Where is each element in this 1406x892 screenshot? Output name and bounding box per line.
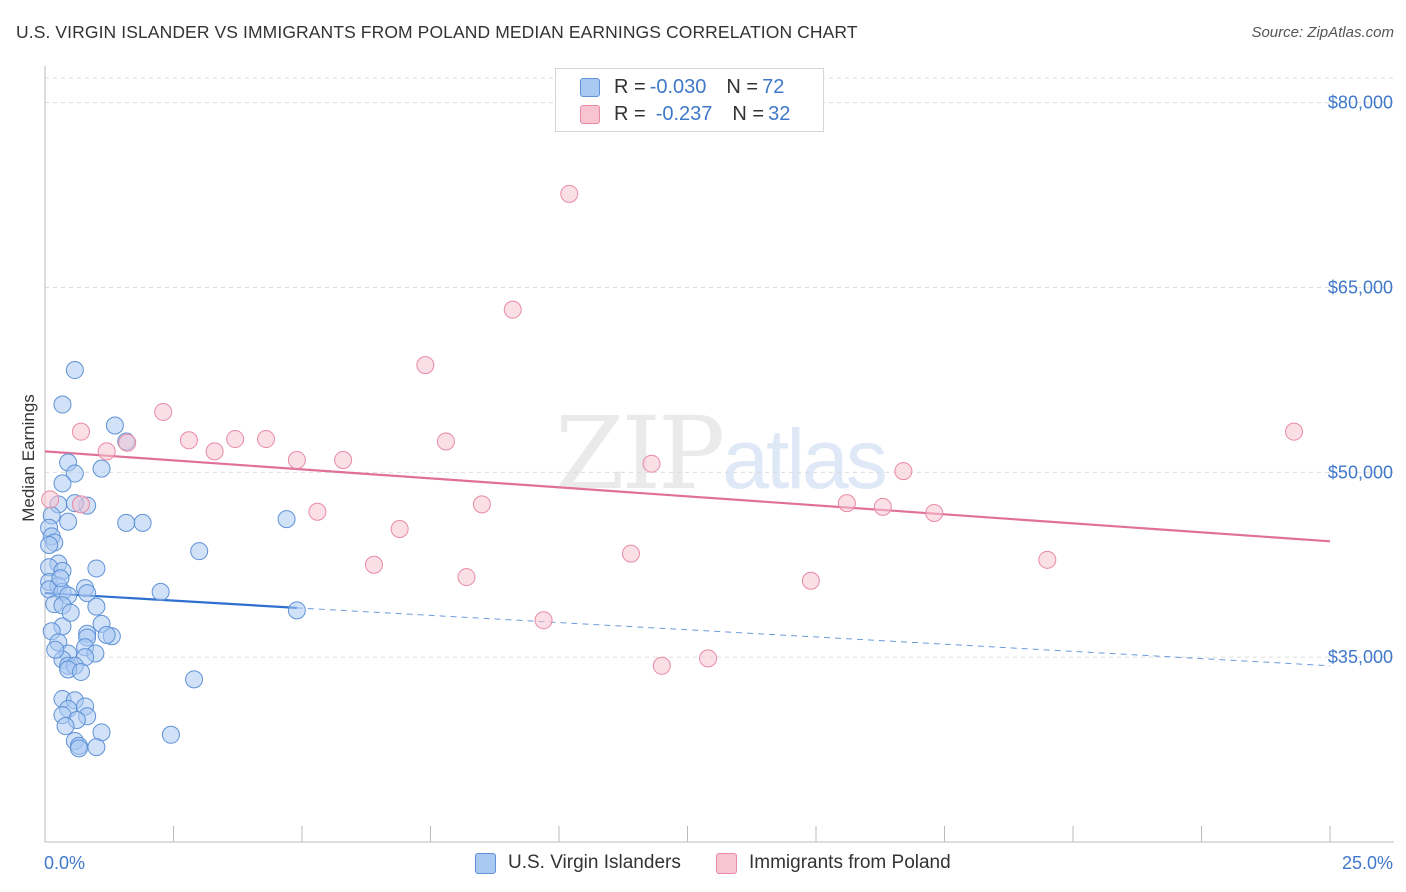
point-virgin-islanders (53, 395, 72, 414)
point-virgin-islanders (105, 416, 124, 435)
legend-swatch-poland (716, 852, 737, 874)
point-virgin-islanders (51, 569, 70, 588)
legend-swatch-virgin-islanders (580, 77, 600, 97)
point-virgin-islanders (53, 474, 72, 493)
data-points (40, 184, 1304, 758)
trend-lines (44, 450, 1331, 667)
point-poland (534, 611, 553, 630)
axis-labels: $35,000 $50,000 $65,000 $80,000 0.0% 25.0% Med… (19, 93, 1393, 873)
r-value: -0.237 (655, 102, 713, 125)
n-value: 32 (768, 102, 791, 125)
point-virgin-islanders (78, 584, 97, 603)
chart-title: U.S. VIRGIN ISLANDER VS IMMIGRANTS FROM … (16, 22, 858, 42)
legend-swatch-virgin-islanders (475, 852, 496, 874)
trend-line-virgin-islanders-extension (296, 607, 1331, 667)
point-virgin-islanders (287, 601, 306, 620)
point-poland (436, 432, 455, 451)
point-poland (1038, 550, 1057, 569)
stats-row-poland: R = -0.237 N = 32 (580, 103, 790, 125)
point-virgin-islanders (185, 670, 204, 689)
point-virgin-islanders (71, 662, 90, 681)
n-label: N = (732, 102, 765, 125)
point-poland (226, 430, 245, 449)
point-poland (97, 442, 116, 461)
chart-source: Source: ZipAtlas.com (1251, 24, 1394, 41)
point-poland (925, 503, 944, 522)
point-poland (71, 495, 90, 514)
point-virgin-islanders (65, 464, 84, 483)
point-poland (621, 544, 640, 563)
n-label: N = (726, 75, 759, 98)
point-poland (560, 184, 579, 203)
point-poland (41, 490, 60, 509)
point-poland (71, 422, 90, 441)
point-poland (257, 430, 276, 449)
series-legend: U.S. Virgin Islanders Immigrants from Po… (0, 852, 1406, 878)
point-virgin-islanders (87, 559, 106, 578)
point-virgin-islanders (46, 640, 65, 659)
point-virgin-islanders (69, 739, 88, 758)
axes (44, 66, 1394, 843)
point-virgin-islanders (59, 512, 78, 531)
point-poland (642, 454, 661, 473)
point-poland (390, 520, 409, 539)
point-virgin-islanders (92, 459, 111, 478)
point-virgin-islanders (161, 725, 180, 744)
legend-label-virgin-islanders: U.S. Virgin Islanders (508, 852, 681, 873)
watermark-atlas: atlas (722, 412, 887, 506)
point-virgin-islanders (97, 625, 116, 644)
y-tick-label: $80,000 (1328, 93, 1393, 113)
point-virgin-islanders (40, 536, 59, 555)
point-poland (179, 431, 198, 450)
point-poland (472, 495, 491, 514)
point-virgin-islanders (56, 717, 75, 736)
y-tick-label: $65,000 (1328, 277, 1393, 297)
point-poland (205, 442, 224, 461)
point-poland (457, 568, 476, 587)
point-poland (652, 656, 671, 675)
legend-swatch-poland (580, 104, 600, 124)
point-poland (334, 451, 353, 469)
point-poland (699, 649, 718, 668)
point-poland (154, 402, 173, 421)
stats-legend: R = -0.030 N = 72 R = -0.237 N = 32 (555, 68, 824, 132)
point-poland (503, 300, 522, 319)
r-label: R = (614, 75, 646, 98)
point-poland (416, 356, 435, 375)
point-poland (364, 555, 383, 574)
stats-row-virgin-islanders: R = -0.030 N = 72 (580, 76, 784, 98)
point-poland (837, 494, 856, 513)
point-poland (894, 462, 913, 481)
point-virgin-islanders (87, 738, 106, 757)
point-virgin-islanders (133, 513, 152, 532)
point-virgin-islanders (117, 513, 136, 532)
point-poland (801, 571, 820, 590)
y-axis-title: Median Earnings (19, 394, 38, 522)
point-virgin-islanders (87, 597, 106, 616)
n-value: 72 (762, 75, 785, 98)
point-virgin-islanders (65, 361, 84, 380)
legend-item-poland[interactable]: Immigrants from Poland (716, 852, 951, 874)
legend-label-poland: Immigrants from Poland (749, 852, 951, 873)
point-poland (1285, 422, 1304, 441)
point-virgin-islanders (277, 510, 296, 529)
point-poland (308, 502, 327, 521)
x-tick-label-max: 25.0% (1342, 853, 1393, 873)
point-virgin-islanders (61, 603, 80, 622)
r-label: R = (614, 102, 646, 125)
legend-item-virgin-islanders[interactable]: U.S. Virgin Islanders (475, 852, 681, 874)
point-poland (873, 497, 892, 516)
point-virgin-islanders (151, 582, 170, 601)
point-virgin-islanders (190, 542, 209, 561)
x-tick-label-min: 0.0% (44, 853, 85, 873)
point-poland (118, 433, 137, 452)
trend-line-poland (44, 450, 1331, 543)
gridlines (45, 77, 1394, 658)
r-value: -0.030 (649, 75, 707, 98)
y-tick-label: $35,000 (1328, 647, 1393, 667)
y-tick-label: $50,000 (1328, 462, 1393, 482)
point-poland (287, 451, 306, 469)
